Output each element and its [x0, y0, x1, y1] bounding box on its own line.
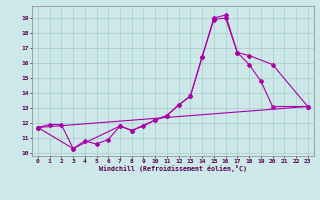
- X-axis label: Windchill (Refroidissement éolien,°C): Windchill (Refroidissement éolien,°C): [99, 165, 247, 172]
